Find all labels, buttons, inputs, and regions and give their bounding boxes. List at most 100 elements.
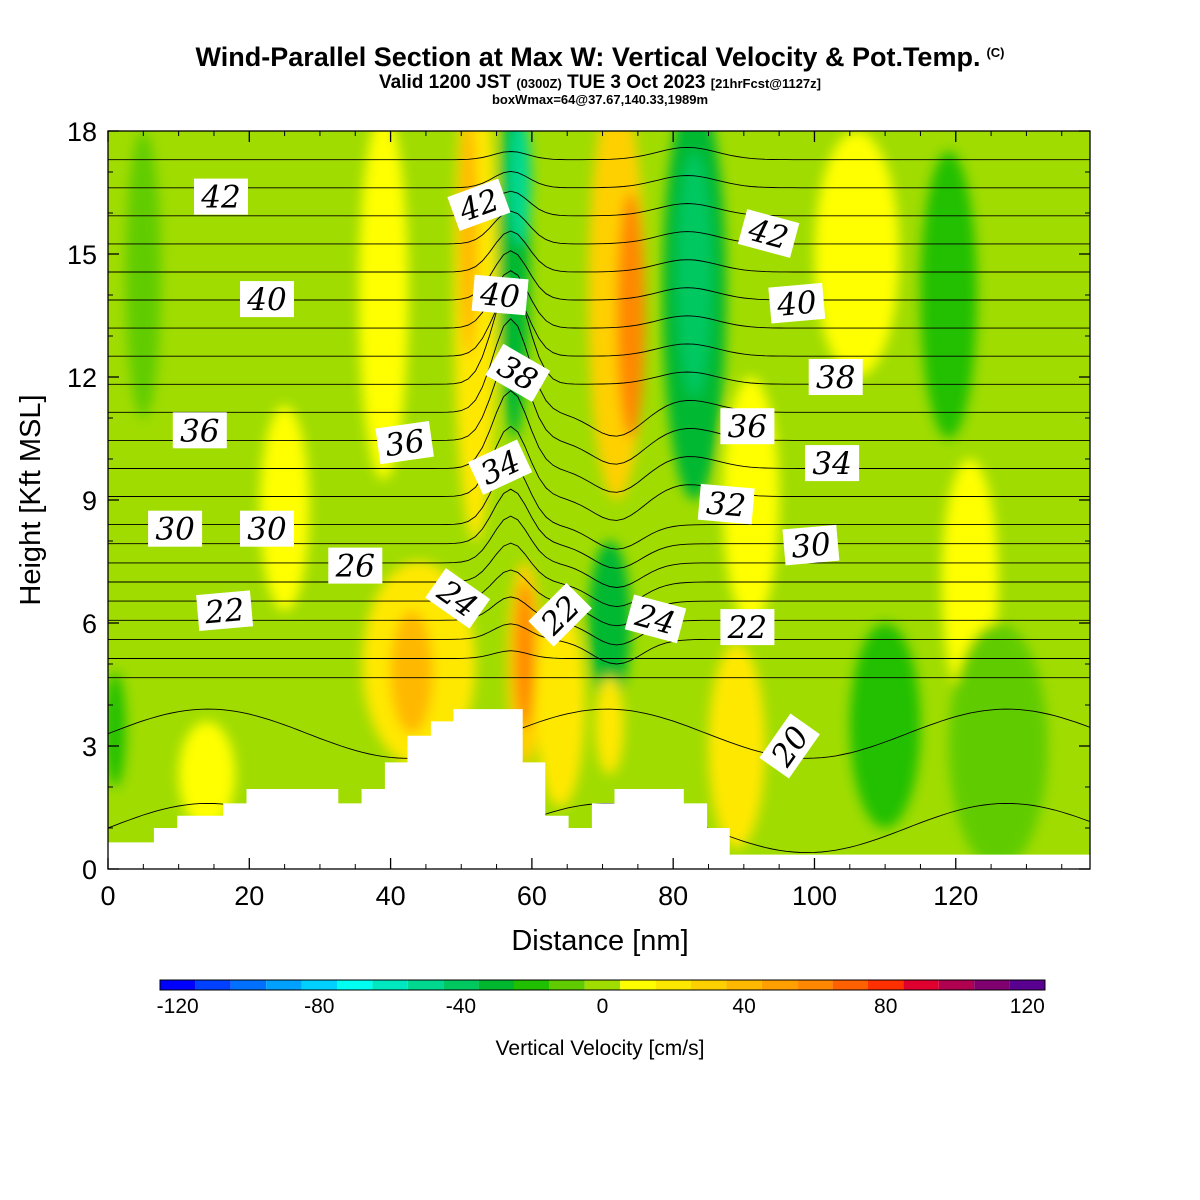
theta-label-box: [375, 421, 434, 465]
theta-label-text: 30: [155, 512, 194, 548]
colorbar-swatch: [407, 980, 444, 990]
colorbar-swatch: [868, 980, 904, 990]
theta-label-box: [194, 178, 248, 215]
theta-line-26: [108, 569, 1090, 627]
colorbar-swatch: [797, 980, 833, 990]
theta-label-text: 40: [478, 276, 521, 315]
w-cell-20: [708, 643, 766, 849]
theta-line-43: [108, 146, 1090, 161]
colorbar-tick-label: 40: [732, 995, 755, 1018]
theta-line-42: [108, 170, 1090, 189]
colorbar-tick-label: -120: [157, 995, 199, 1018]
colorbar-swatch: [691, 980, 727, 990]
theta-line-35: [108, 282, 1090, 385]
theta-label-box: [782, 524, 840, 566]
theta-line-28: [108, 515, 1090, 588]
colorbar-swatch: [620, 980, 656, 990]
x-tick-label: 60: [517, 881, 547, 911]
theta-label-text: 30: [247, 512, 286, 548]
theta-label-box: [425, 568, 491, 629]
theta-label-box: [768, 282, 826, 324]
theta-line-24: [108, 623, 1090, 665]
field-cells: [108, 131, 1048, 869]
theta-label-text: 34: [812, 446, 851, 482]
theta-label-box: [196, 590, 254, 631]
colorbar: -120 -80 -40 0 40 80 120: [157, 979, 1046, 1018]
w-cell-12: [514, 582, 535, 730]
theta-line-40: [108, 210, 1090, 245]
colorbar-swatch: [832, 980, 868, 990]
x-tick-label: 40: [376, 881, 406, 911]
theta-label-box: [759, 713, 820, 779]
theta-label-box: [485, 343, 551, 402]
colorbar-tick-label: 120: [1010, 995, 1045, 1018]
theta-label-box: [148, 510, 203, 547]
theta-label-20: 38: [808, 359, 863, 396]
theta-label-text: 32: [705, 485, 747, 524]
colorbar-swatch: [655, 980, 691, 990]
theta-label-box: [328, 547, 383, 584]
w-cell-24: [920, 151, 977, 439]
theta-label-text: 40: [246, 282, 286, 318]
theta-line-33: [108, 354, 1090, 465]
colorbar-swatch: [230, 980, 267, 990]
theta-label-text: 40: [775, 285, 818, 324]
copyright-mark: (C): [986, 45, 1005, 60]
theta-label-box: [471, 274, 529, 316]
w-cell-8: [459, 131, 478, 357]
valid-time: Valid 1200 JST: [379, 72, 512, 93]
theta-label-5: 22: [196, 590, 254, 631]
theta-label-box: [720, 609, 775, 646]
theta-label-12: 34: [468, 439, 533, 495]
theta-label-text: 22: [202, 592, 245, 631]
theta-label-box: [172, 412, 227, 449]
theta-label-7: 36: [375, 421, 434, 465]
theta-line-36: [108, 290, 1090, 357]
theta-label-box: [624, 594, 687, 644]
theta-line-39: [108, 230, 1090, 273]
colorbar-swatch: [160, 980, 196, 990]
y-tick-label: 9: [82, 486, 97, 516]
w-cell-26: [948, 623, 1048, 869]
theta-label-1: 40: [240, 281, 294, 318]
valid-date: TUE 3 Oct 2023: [567, 72, 706, 93]
colorbar-swatch: [726, 980, 762, 990]
colorbar-swatch: [195, 980, 231, 990]
x-tick-label: 100: [792, 881, 837, 911]
theta-line-31: [108, 425, 1090, 521]
theta-label-box: [720, 408, 775, 445]
y-tick-label: 18: [67, 117, 97, 147]
theta-label-2: 36: [172, 412, 227, 449]
w-cell-3: [259, 405, 310, 611]
terrain: [108, 709, 1090, 869]
w-cell-1: [125, 131, 161, 418]
colorbar-swatch: [337, 980, 373, 990]
theta-label-box: [737, 209, 800, 258]
theta-label-text: 30: [790, 526, 832, 565]
theta-label-box: [697, 483, 755, 525]
colorbar-swatch: [478, 980, 514, 990]
colorbar-swatch: [761, 980, 798, 990]
colorbar-swatch: [514, 980, 550, 990]
valid-utc: (0300Z): [516, 76, 562, 91]
y-tick-label: 0: [82, 855, 97, 885]
colorbar-swatch: [584, 980, 621, 990]
theta-label-text: 36: [383, 423, 427, 464]
theta-label-text: 38: [816, 360, 855, 396]
w-cell-22: [814, 131, 900, 377]
colorbar-tick-label: 0: [597, 995, 609, 1018]
chart-title-text: Wind-Parallel Section at Max W: Vertical…: [195, 42, 981, 72]
colorbar-swatch: [549, 980, 585, 990]
colorbar-tick-label: -40: [446, 995, 476, 1018]
x-tick-label: 0: [100, 881, 115, 911]
colorbar-frame: [159, 979, 1046, 991]
colorbar-swatch: [1009, 980, 1045, 990]
colorbar-swatch: [974, 980, 1010, 990]
theta-label-text: 26: [335, 549, 375, 585]
w-cell-17: [616, 192, 645, 439]
w-cell-0: [108, 672, 126, 787]
colorbar-tick-label: -80: [304, 995, 334, 1018]
